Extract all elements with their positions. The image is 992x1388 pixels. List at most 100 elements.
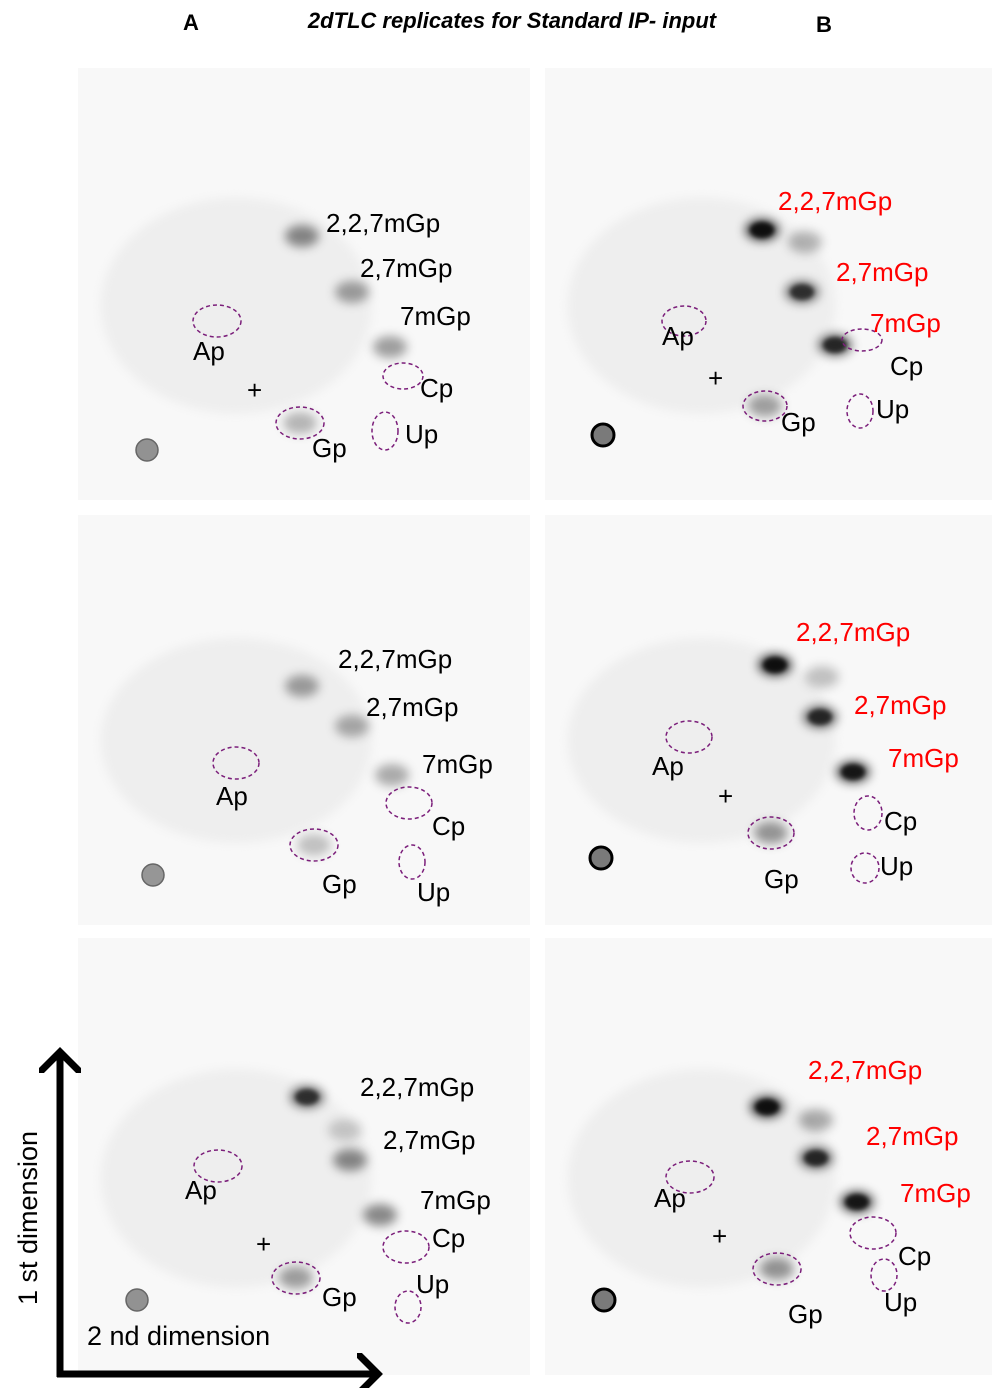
marker-circle [271, 1261, 321, 1295]
marker-circle [742, 390, 788, 422]
marker-circle [665, 720, 713, 754]
figure-title: 2dTLC replicates for Standard IP- input [307, 8, 718, 33]
marker-circle [841, 328, 883, 352]
tlc-panel: 2,2,7mGp 2,7mGp 7mGp Ap + Cp Gp Up [545, 515, 992, 925]
spot-core [804, 1150, 828, 1166]
spot [373, 336, 407, 358]
smear [567, 1069, 836, 1288]
spot [748, 395, 782, 417]
spot [283, 412, 317, 434]
marker-circle [382, 362, 424, 390]
nucleotide-label: + [712, 1221, 727, 1251]
methyl-label: 2,2,7mGp [778, 186, 892, 216]
methyl-label: 2,7mGp [360, 253, 453, 283]
marker-circle [661, 305, 707, 337]
origin-spot [588, 845, 614, 871]
nucleotide-label: Gp [788, 1299, 823, 1329]
nucleotide-label: Cp [890, 351, 923, 381]
marker-circle [212, 746, 260, 780]
nucleotide-label: Ap [216, 781, 248, 811]
nucleotide-label: Cp [432, 811, 465, 841]
spot [375, 764, 409, 786]
spot-core [808, 709, 832, 725]
smear [567, 197, 836, 414]
nucleotide-label: Up [416, 1269, 449, 1299]
methyl-label: 2,2,7mGp [338, 644, 452, 674]
spot [760, 1258, 794, 1280]
nucleotide-label: Cp [420, 373, 453, 403]
spot [788, 231, 822, 253]
smear [567, 638, 836, 843]
spot-core [763, 657, 787, 673]
nucleotide-label: Gp [312, 433, 347, 463]
spot-core [823, 337, 847, 353]
marker-circle [846, 393, 874, 429]
methyl-label: 2,2,7mGp [326, 208, 440, 238]
panels: 2,2,7mGp 2,7mGp 7mGp Ap + Cp Gp Up 2,2,7mGp 2,7mG… [78, 68, 992, 1375]
nucleotide-label: Up [880, 851, 913, 881]
nucleotide-label: + [708, 363, 723, 393]
spot [297, 834, 331, 856]
origin-spot [125, 1288, 149, 1312]
smear [100, 638, 372, 843]
spot [333, 1149, 367, 1171]
spot [754, 822, 788, 844]
marker-circle [275, 406, 325, 440]
spot-core [841, 764, 865, 780]
spot [805, 666, 839, 688]
tlc-panel: 2,2,7mGp 2,7mGp 7mGp Ap + Cp Gp Up [78, 68, 530, 500]
nucleotide-label: Ap [185, 1175, 217, 1205]
methyl-label: 2,2,7mGp [808, 1055, 922, 1085]
methyl-label: 7mGp [870, 308, 941, 338]
methyl-label: 2,7mGp [866, 1121, 959, 1151]
marker-circle [371, 411, 399, 451]
spot-core [750, 222, 774, 238]
marker-circle [289, 828, 339, 862]
second-dimension-label: 2 nd dimension [87, 1321, 270, 1351]
column-a-label: A [183, 10, 199, 35]
nucleotide-label: Cp [898, 1241, 931, 1271]
marker-circle [398, 844, 426, 880]
marker-circle [853, 795, 883, 831]
spot [279, 1267, 313, 1289]
marker-circle [385, 786, 433, 820]
spot-core [845, 1194, 869, 1210]
marker-circle [747, 816, 795, 850]
marker-circle [870, 1258, 898, 1292]
marker-circle [665, 1160, 715, 1194]
axes-arrows [57, 1052, 378, 1377]
nucleotide-label: Cp [432, 1223, 465, 1253]
tlc-panel: 2,2,7mGp 2,7mGp 7mGp Ap + Cp Gp Up [545, 68, 992, 500]
methyl-label: 2,7mGp [383, 1125, 476, 1155]
methyl-label: 7mGp [888, 743, 959, 773]
origin-spot [591, 1287, 617, 1313]
marker-circle [193, 1149, 243, 1183]
origin-spot [590, 422, 616, 448]
spot [328, 1119, 362, 1141]
marker-circle [382, 1230, 430, 1264]
spot [799, 1109, 833, 1131]
marker-circle [192, 304, 242, 338]
spot [285, 675, 319, 697]
smear [100, 197, 372, 414]
nucleotide-label: Up [876, 394, 909, 424]
nucleotide-label: + [718, 781, 733, 811]
nucleotide-label: Ap [662, 321, 694, 351]
methyl-label: 7mGp [900, 1178, 971, 1208]
methyl-label: 2,7mGp [854, 690, 947, 720]
tlc-panel: 2,2,7mGp 2,7mGp 7mGp Ap Cp Gp Up [78, 515, 530, 925]
marker-circle [850, 852, 880, 884]
spot [335, 281, 369, 303]
nucleotide-label: Up [884, 1287, 917, 1317]
nucleotide-label: + [247, 375, 262, 405]
methyl-label: 2,2,7mGp [796, 617, 910, 647]
spot [285, 225, 319, 247]
spot-core [295, 1089, 319, 1105]
methyl-label: 7mGp [420, 1185, 491, 1215]
nucleotide-label: Ap [652, 751, 684, 781]
origin-spot [135, 438, 159, 462]
spot [363, 1204, 397, 1226]
nucleotide-label: Cp [884, 806, 917, 836]
nucleotide-label: Gp [322, 1282, 357, 1312]
